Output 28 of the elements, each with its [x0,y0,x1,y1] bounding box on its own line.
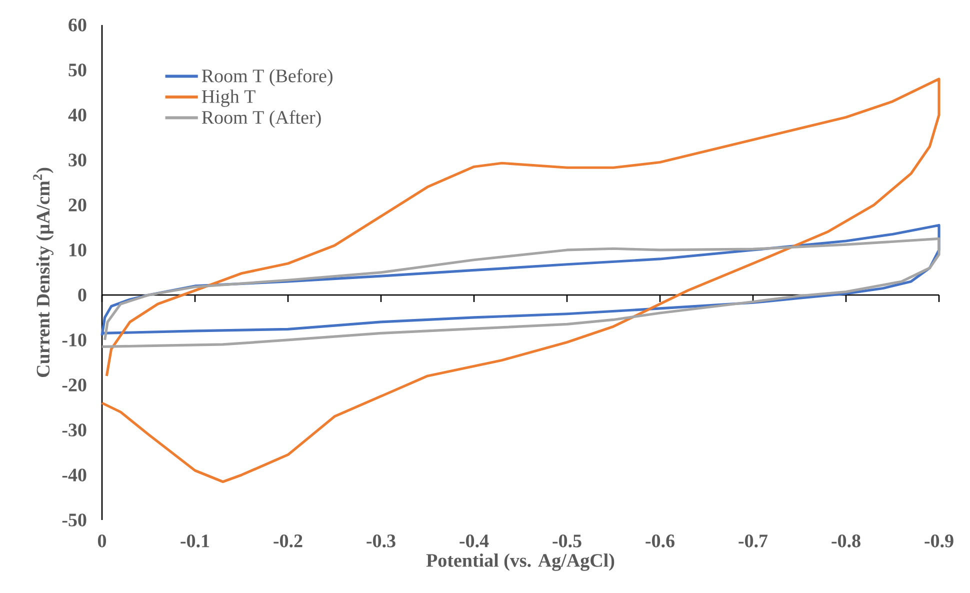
y-tick-label: -30 [62,424,86,436]
x-tick-label: -0.9 [924,534,954,548]
x-tick-label: 0 [98,534,106,548]
legend-label: High T [202,90,256,107]
y-tick-label: -10 [62,334,86,346]
y-tick-label: 50 [68,64,86,76]
x-tick-label: -0.5 [552,534,582,548]
x-tick-label: -0.6 [646,534,674,548]
legend-label: Room T (After) [202,110,321,128]
y-tick-label: 0 [78,288,86,302]
line-series [100,237,940,348]
y-tick-label: -50 [62,514,86,526]
x-axis-title: Potential (vs. Ag/AgCl) [426,554,614,571]
y-tick-label: 60 [68,18,86,32]
y-tick-label: -40 [62,468,86,482]
y-axis-title: Current Density (µA/cm$^{2}$) [33,168,54,377]
x-tick-label: -0.8 [832,534,860,548]
x-tick-label: -0.2 [274,534,302,548]
y-tick-label: 10 [69,244,86,256]
x-tick-label: -0.7 [738,534,768,548]
y-tick-label: 30 [68,154,86,166]
x-tick-label: -0.3 [366,534,396,548]
x-tick-label: -0.4 [460,534,489,548]
y-tick-label: 20 [68,198,86,212]
y-tick-label: -20 [62,378,86,392]
legend-label: Room T (Before) [202,68,332,86]
x-tick-label: -0.1 [180,534,210,548]
y-tick-label: 40 [68,108,86,122]
